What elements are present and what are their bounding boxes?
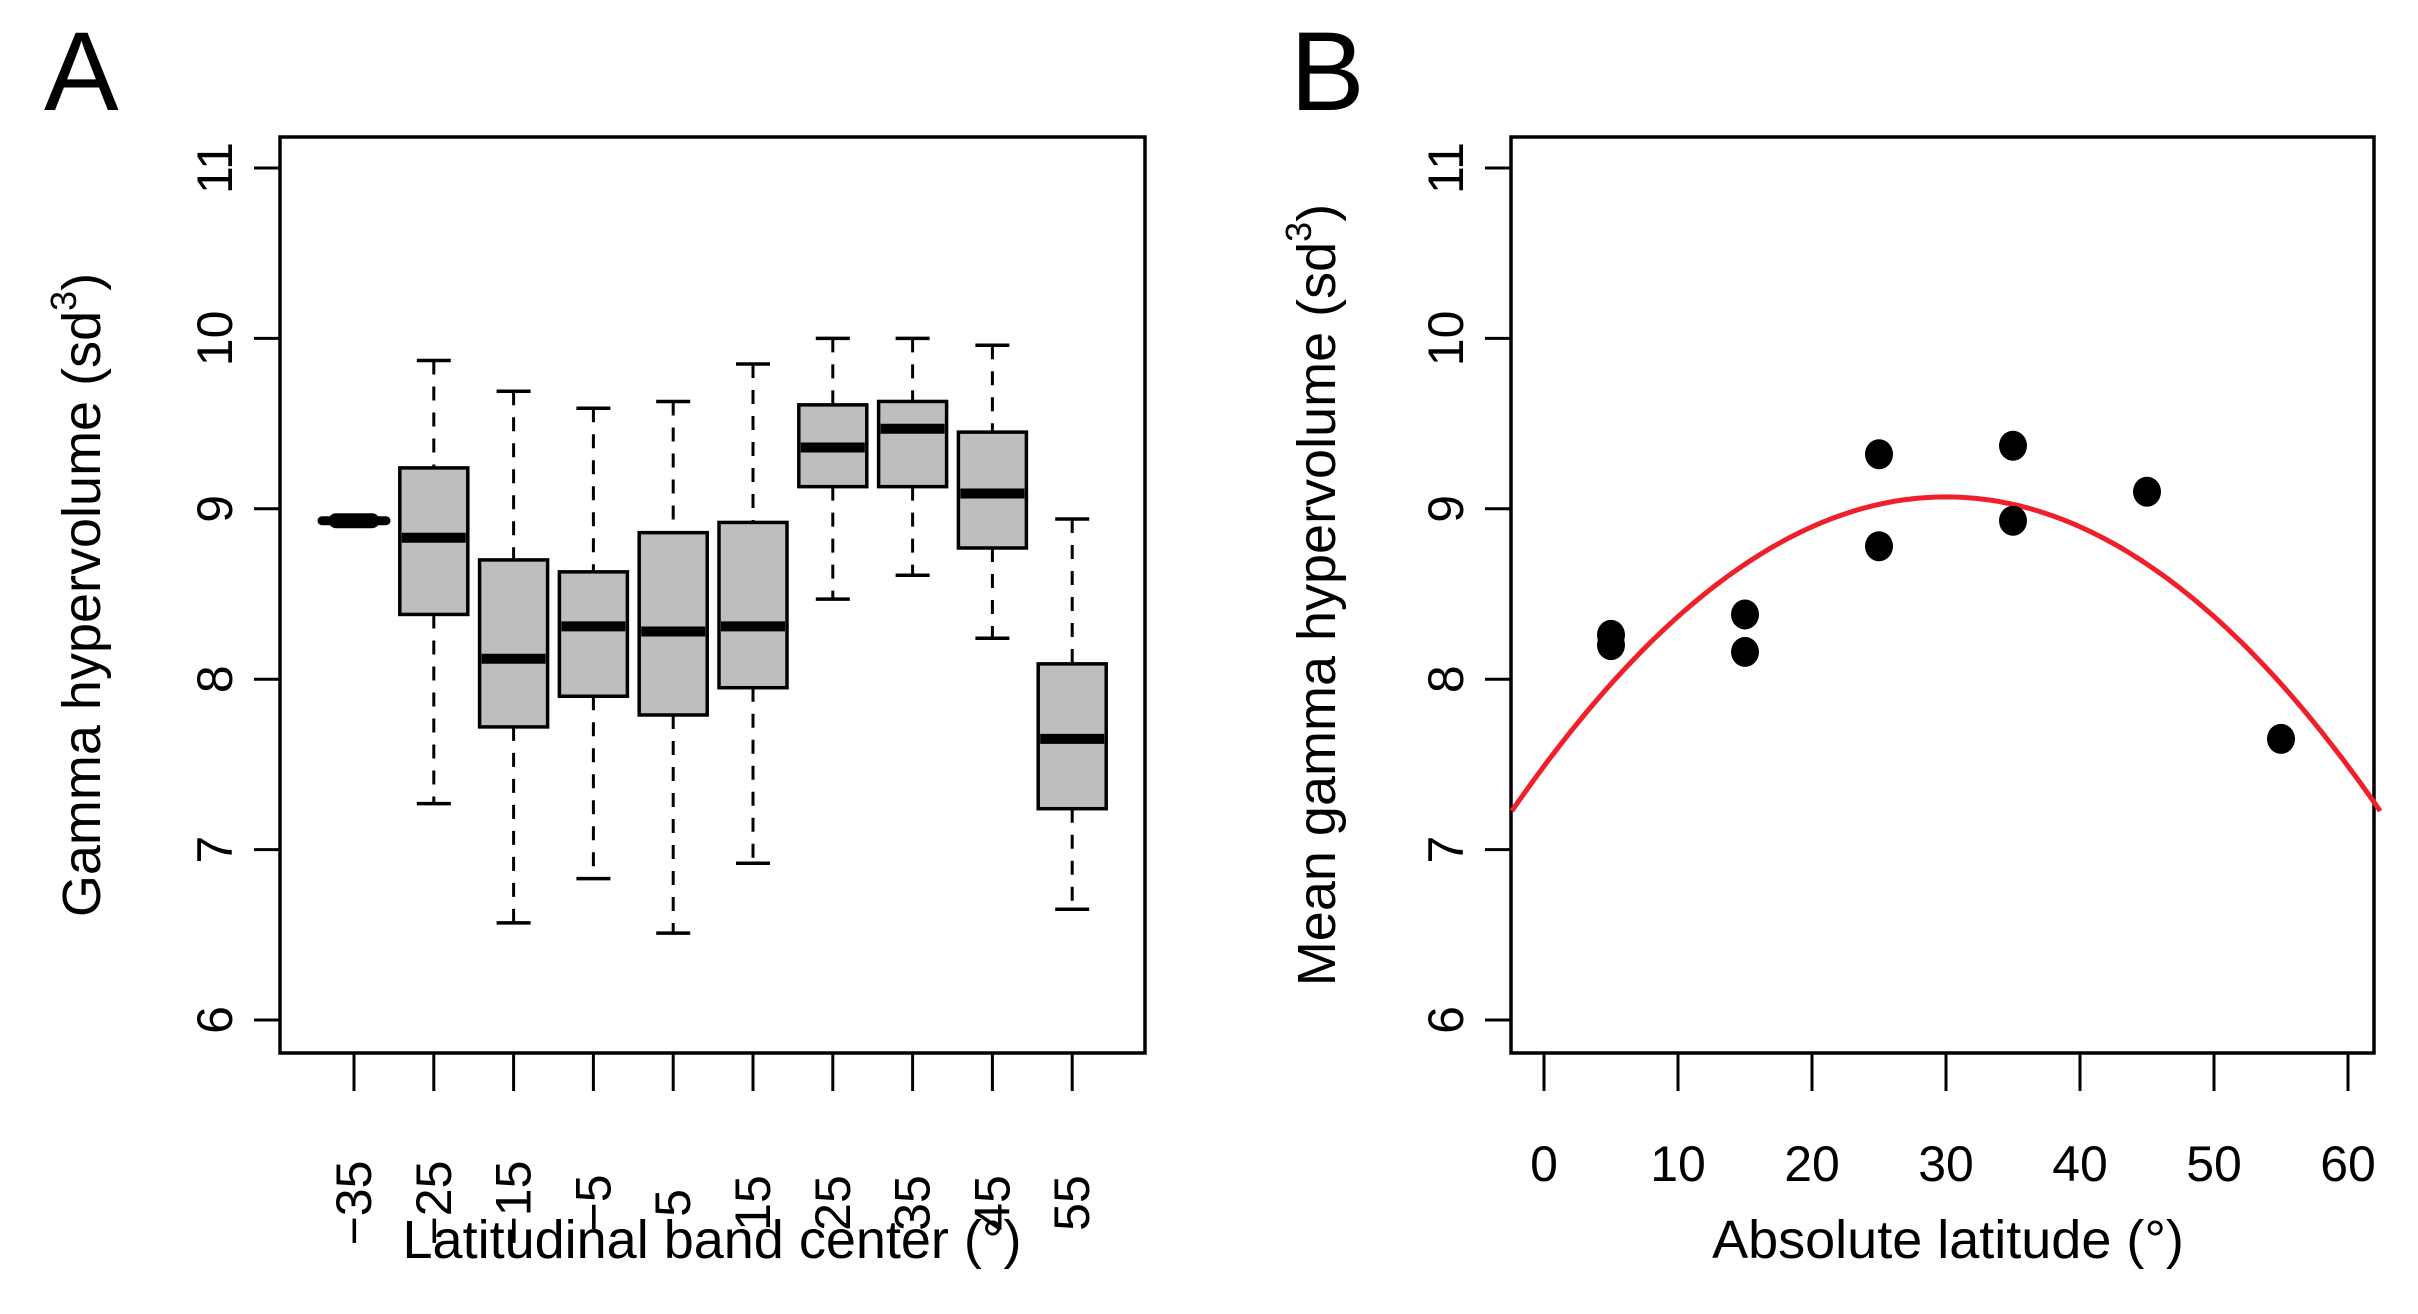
x-tick-label: −35	[326, 1161, 382, 1246]
box-1	[398, 358, 470, 806]
y-tick-label: 9	[187, 495, 243, 523]
data-point	[1999, 505, 2027, 536]
box-7	[876, 336, 949, 578]
panel-a: A 6 7 8 9 10 11 −35 −25 −15 −5 5 15 25 35 45 55 Latitu…	[43, 9, 1147, 1270]
x-tick-label: 15	[725, 1175, 781, 1231]
x-tick-label: 20	[1784, 1136, 1840, 1192]
iqr-box	[717, 520, 789, 690]
panel-b: B 6 7 8 9 10 11 0 10 20 30 40 50 60 Absolute latitu…	[1278, 9, 2383, 1270]
x-tick-label: 10	[1650, 1136, 1706, 1192]
box-3	[557, 406, 630, 881]
x-tick-label: −15	[486, 1161, 542, 1246]
panel-b-y-axis-title-superscript: 3	[1278, 222, 1319, 242]
iqr-box	[637, 530, 709, 717]
box-5	[717, 362, 789, 865]
panel-a-boxes	[317, 336, 1108, 935]
iqr-box	[876, 399, 949, 489]
data-point	[1865, 531, 1893, 562]
y-tick-label: 9	[1418, 495, 1474, 523]
y-tick-label: 11	[187, 142, 243, 194]
box-8	[956, 343, 1029, 641]
x-tick-label: 30	[1918, 1136, 1974, 1192]
x-tick-label: 0	[1530, 1136, 1558, 1192]
x-tick-label: 50	[2186, 1136, 2242, 1192]
box-2	[477, 389, 550, 925]
y-tick-label: 6	[1418, 1006, 1474, 1034]
x-tick-label: 5	[645, 1189, 701, 1217]
panel-a-y-axis: 6 7 8 9 10 11	[187, 142, 280, 1034]
x-tick-label: −5	[565, 1174, 621, 1231]
panel-b-x-axis-title: Absolute latitude (°)	[1712, 1210, 2184, 1270]
data-point	[2267, 723, 2295, 754]
panel-b-y-axis-title: Mean gamma hypervolume (sd3)	[1278, 204, 1347, 986]
y-tick-label: 6	[187, 1006, 243, 1034]
data-point	[1999, 430, 2027, 461]
x-tick-label: 45	[964, 1175, 1020, 1231]
data-point	[1865, 439, 1893, 470]
panel-b-x-axis: 0 10 20 30 40 50 60	[1530, 1053, 2376, 1192]
data-point	[1731, 636, 1759, 667]
x-tick-label: 35	[885, 1175, 941, 1231]
panel-a-y-axis-title-close: )	[52, 273, 112, 291]
iqr-box	[557, 570, 630, 698]
panel-b-points	[1597, 430, 2295, 754]
panel-b-y-axis: 6 7 8 9 10 11	[1418, 142, 1511, 1034]
panel-a-y-axis-title-main: Gamma hypervolume (sd	[52, 311, 112, 917]
box-4	[637, 399, 709, 935]
data-point	[1597, 630, 1625, 661]
panel-a-letter: A	[44, 9, 119, 134]
data-point	[1731, 599, 1759, 630]
y-tick-label: 10	[1418, 311, 1474, 367]
y-tick-label: 8	[1418, 665, 1474, 693]
x-tick-label: −25	[406, 1161, 462, 1246]
x-tick-label: 55	[1044, 1175, 1100, 1231]
box-9	[1036, 517, 1108, 911]
y-tick-label: 8	[187, 665, 243, 693]
box-6	[797, 336, 869, 601]
y-tick-label: 7	[1418, 836, 1474, 864]
panel-a-y-axis-title: Gamma hypervolume (sd3)	[43, 273, 112, 917]
panel-a-x-axis-title: Latitudinal band center (°)	[403, 1210, 1022, 1270]
panel-b-plot-frame	[1509, 135, 2376, 1055]
panel-a-plot-frame	[278, 135, 1147, 1055]
panel-b-y-axis-title-close: )	[1287, 204, 1347, 222]
y-tick-label: 11	[1418, 142, 1474, 194]
panel-b-quadratic-fit-curve	[1509, 494, 2383, 813]
panel-b-letter: B	[1290, 9, 1365, 134]
x-tick-label: 25	[805, 1175, 861, 1231]
x-tick-label: 40	[2052, 1136, 2108, 1192]
data-point	[2133, 476, 2161, 507]
panel-a-y-axis-title-superscript: 3	[43, 291, 84, 311]
y-tick-label: 10	[187, 311, 243, 367]
panel-a-x-axis: −35 −25 −15 −5 5 15 25 35 45 55	[326, 1053, 1100, 1245]
y-tick-label: 7	[187, 836, 243, 864]
x-tick-label: 60	[2320, 1136, 2376, 1192]
panel-b-y-axis-title-main: Mean gamma hypervolume (sd	[1287, 242, 1347, 986]
iqr-box	[477, 558, 550, 729]
